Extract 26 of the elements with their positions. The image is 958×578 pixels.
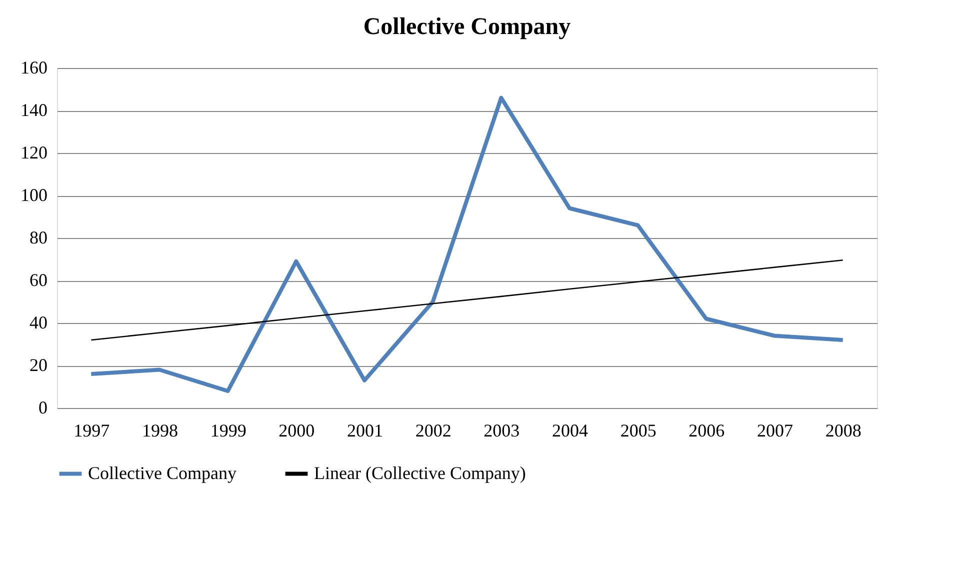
x-tick-label: 2002 <box>415 420 452 440</box>
x-tick-label: 2003 <box>484 420 520 440</box>
y-tick-label: 140 <box>20 100 48 120</box>
x-tick-label: 2000 <box>278 420 315 440</box>
line-series <box>90 259 844 341</box>
y-tick-label: 20 <box>30 355 48 375</box>
y-tick-label: 120 <box>20 142 48 162</box>
y-tick-label: 60 <box>30 270 48 290</box>
chart-title: Collective Company <box>363 14 571 40</box>
x-tick-label: 2004 <box>552 420 588 440</box>
y-tick-label: 0 <box>38 398 48 418</box>
x-tick-label: 1998 <box>142 420 178 440</box>
y-tick-label: 80 <box>30 228 48 248</box>
y-tick-label: 40 <box>30 312 48 332</box>
x-tick-label: 2005 <box>620 420 656 440</box>
x-tick-label: 2008 <box>825 420 862 440</box>
x-tick-label: 1997 <box>74 420 110 440</box>
legend-label: Linear (Collective Company) <box>314 462 526 483</box>
x-tick-label: 2006 <box>688 420 725 440</box>
x-tick-label: 1999 <box>210 420 246 440</box>
x-tick-label: 2001 <box>347 420 383 440</box>
legend-label: Collective Company <box>88 462 236 483</box>
y-tick-label: 100 <box>20 185 48 205</box>
x-tick-label: 2007 <box>757 420 793 440</box>
line-series <box>89 96 845 393</box>
y-tick-label: 160 <box>20 58 48 78</box>
